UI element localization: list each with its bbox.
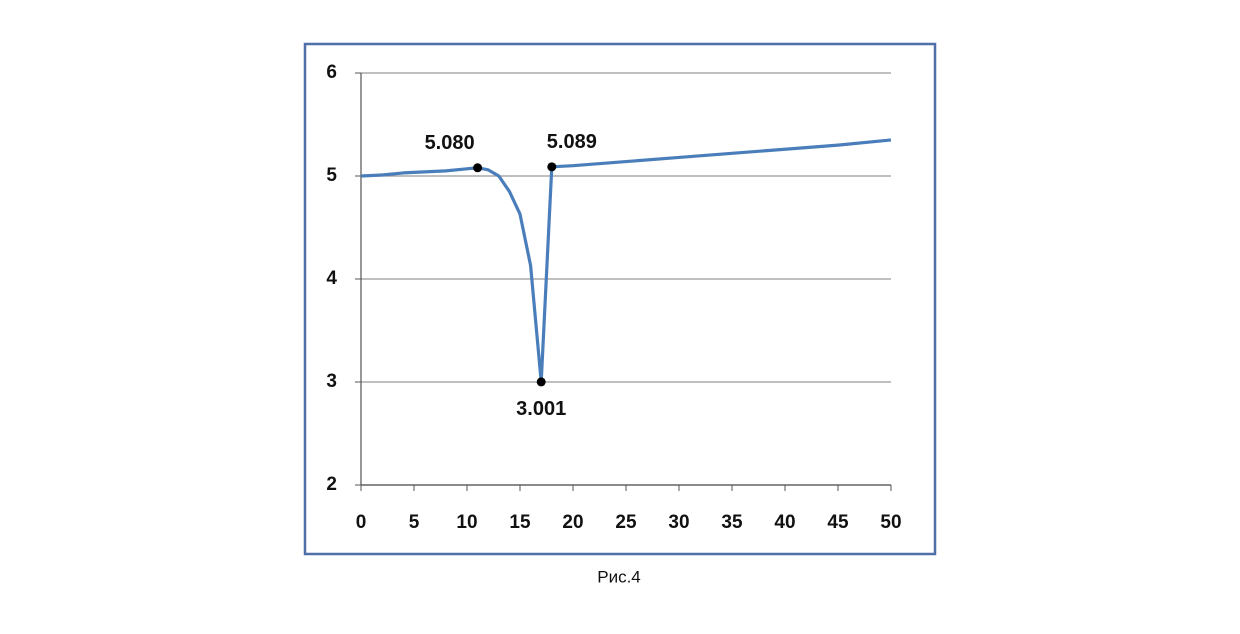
- x-tick-label: 0: [356, 512, 367, 533]
- x-tick-label: 40: [774, 512, 795, 533]
- x-tick-label: 15: [509, 512, 531, 533]
- x-tick-label: 35: [721, 512, 743, 533]
- data-line: [360, 138, 892, 384]
- x-tick-label: 20: [562, 512, 583, 533]
- annotation-label: 3.001: [516, 398, 566, 420]
- x-tick-label: 30: [668, 512, 689, 533]
- annotation-label: 5.089: [547, 131, 597, 153]
- annotation-marker: [473, 163, 483, 173]
- caption: Рис.4: [597, 567, 641, 586]
- x-tick-label: 45: [827, 512, 849, 533]
- y-tick-label: 3: [326, 371, 337, 392]
- annotation-label: 5.080: [425, 132, 475, 154]
- y-tick-label: 6: [326, 62, 337, 83]
- y-tick-label: 4: [326, 268, 337, 289]
- x-tick-label: 10: [456, 512, 477, 533]
- x-tick-label: 50: [880, 512, 901, 533]
- x-tick-label: 5: [409, 512, 420, 533]
- annotation-marker: [536, 377, 546, 387]
- x-tick-label: 25: [615, 512, 637, 533]
- y-tick-label: 2: [326, 474, 337, 495]
- chart-frame: [303, 42, 937, 556]
- y-tick-label: 5: [326, 165, 337, 186]
- annotation-marker: [547, 162, 557, 172]
